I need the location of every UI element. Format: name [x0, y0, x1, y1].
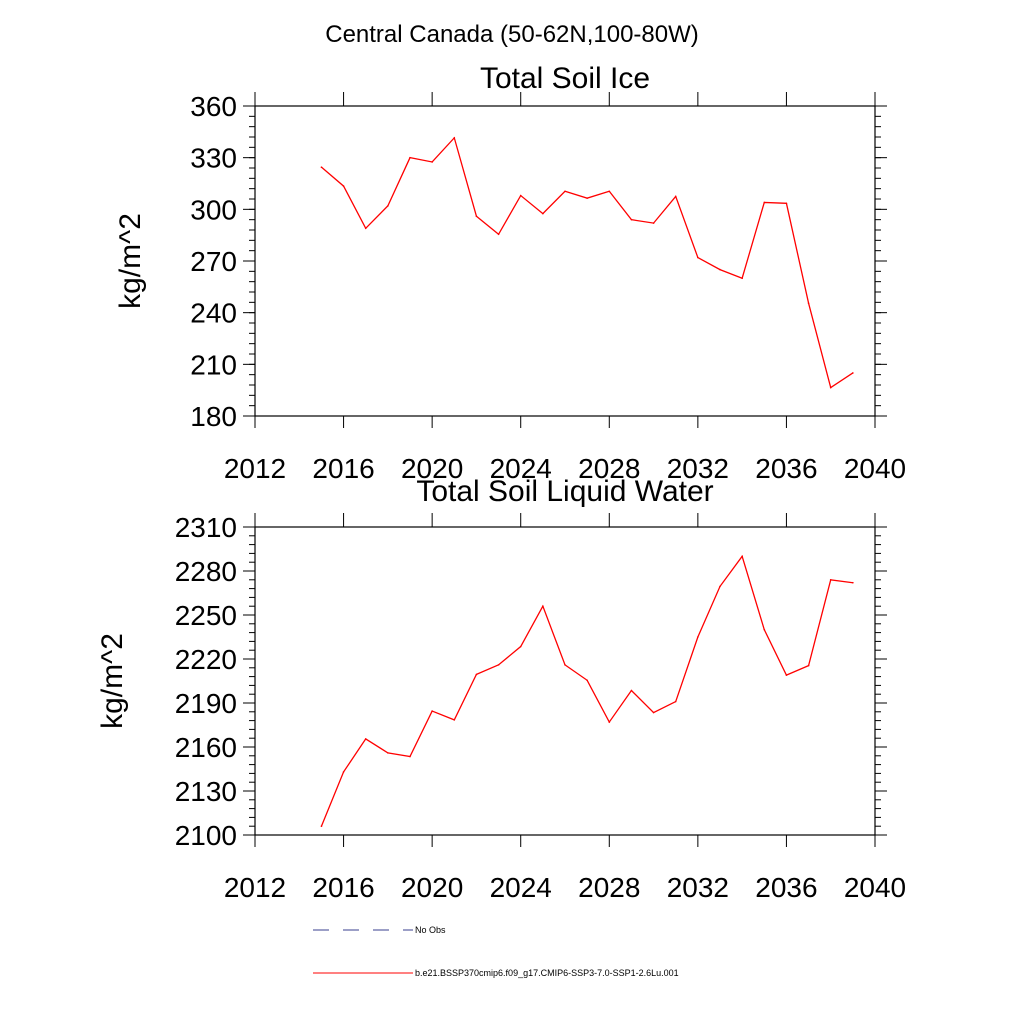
- y-tick-label: 2190: [175, 688, 237, 719]
- data-point: [542, 605, 544, 607]
- legend: No Obs b.e21.BSSP370cmip6.f09_g17.CMIP6-S…: [313, 925, 679, 978]
- y-tick-label: 360: [190, 91, 237, 122]
- data-point: [674, 195, 677, 198]
- data-point: [364, 738, 367, 740]
- data-point: [431, 161, 433, 163]
- x-tick-label: 2040: [844, 872, 906, 903]
- data-point: [763, 628, 766, 631]
- data-point: [807, 664, 810, 667]
- data-point: [652, 711, 655, 714]
- x-tick-label: 2040: [844, 453, 906, 484]
- x-tick-label: 2032: [667, 453, 729, 484]
- data-point: [608, 190, 611, 193]
- x-tick-label: 2012: [224, 872, 286, 903]
- x-tick-label: 2036: [755, 453, 817, 484]
- x-tick-label: 2012: [224, 453, 286, 484]
- legend-label: No Obs: [415, 925, 446, 935]
- data-point: [409, 755, 411, 758]
- data-point: [608, 721, 611, 723]
- data-point: [453, 719, 456, 721]
- y-tick-label: 330: [190, 143, 237, 174]
- data-point: [431, 710, 433, 712]
- series-line: [320, 554, 853, 827]
- y-tick-label: 180: [190, 401, 237, 432]
- data-point: [630, 689, 633, 692]
- x-tick-label: 2024: [490, 872, 552, 903]
- data-point: [453, 137, 456, 139]
- y-tick-label: 2100: [175, 820, 237, 851]
- data-point: [475, 673, 478, 676]
- data-point: [586, 679, 588, 682]
- y-axis-label: kg/m^2: [96, 633, 129, 729]
- data-point: [387, 752, 389, 754]
- y-tick-label: 2220: [175, 644, 237, 675]
- data-point: [497, 664, 500, 666]
- data-point: [320, 825, 323, 827]
- x-tick-label: 2032: [667, 872, 729, 903]
- y-tick-label: 2250: [175, 600, 237, 631]
- x-tick-label: 2036: [755, 872, 817, 903]
- data-point: [763, 201, 766, 204]
- data-point: [652, 222, 655, 224]
- data-point: [364, 227, 367, 230]
- data-point: [852, 581, 854, 584]
- data-point: [542, 212, 544, 215]
- data-point: [342, 185, 345, 187]
- main-title: Central Canada (50-62N,100-80W): [325, 21, 699, 48]
- data-point: [852, 372, 854, 374]
- x-tick-label: 2020: [401, 872, 463, 903]
- x-tick-label: 2028: [578, 872, 640, 903]
- y-axis-label: kg/m^2: [114, 213, 147, 309]
- data-point: [741, 277, 743, 280]
- data-point: [630, 218, 633, 221]
- x-tick-label: 2028: [578, 453, 640, 484]
- data-point: [409, 156, 411, 159]
- chart-title: Total Soil Ice: [480, 62, 650, 95]
- plot-frame: [254, 526, 876, 836]
- data-point: [497, 233, 500, 236]
- data-point: [674, 700, 677, 703]
- chart-panel-1: Total Soil Ice kg/m^2 180 210 240 270 300 330 36…: [114, 62, 906, 484]
- legend-label: b.e21.BSSP370cmip6.f09_g17.CMIP6-SSP3-7.…: [415, 968, 679, 978]
- data-point: [785, 202, 788, 205]
- y-tick-label: 2310: [175, 512, 237, 543]
- y-tick-label: 210: [190, 349, 237, 380]
- y-tick-label: 2130: [175, 776, 237, 807]
- data-point: [564, 190, 566, 193]
- y-tick-label: 240: [190, 298, 237, 329]
- data-point: [697, 256, 699, 259]
- data-point: [785, 674, 788, 676]
- data-point: [697, 636, 699, 638]
- data-point: [564, 664, 566, 666]
- y-tick-label: 300: [190, 194, 237, 225]
- data-point: [320, 166, 323, 168]
- data-point: [829, 386, 832, 389]
- y-tick-label: 2280: [175, 556, 237, 587]
- data-point: [719, 268, 721, 271]
- plot-frame: [254, 105, 876, 417]
- data-point: [342, 771, 345, 773]
- x-tick-label: 2016: [312, 872, 374, 903]
- chart-title: Total Soil Liquid Water: [416, 475, 713, 508]
- x-tick-label: 2016: [312, 453, 374, 484]
- y-tick-label: 2160: [175, 732, 237, 763]
- data-point: [387, 205, 389, 207]
- x-tick-label: 2024: [490, 453, 552, 484]
- data-point: [475, 215, 478, 218]
- y-tick-label: 270: [190, 246, 237, 277]
- x-tick-label: 2020: [401, 453, 463, 484]
- data-point: [741, 555, 743, 558]
- data-point: [519, 645, 522, 648]
- data-point: [807, 302, 810, 304]
- data-point: [719, 585, 721, 588]
- data-point: [519, 194, 522, 197]
- series-line: [321, 136, 854, 389]
- data-point: [829, 579, 832, 581]
- data-point: [586, 197, 588, 199]
- chart-panel-2: Total Soil Liquid Water kg/m^2 2100 2130 216…: [96, 475, 906, 903]
